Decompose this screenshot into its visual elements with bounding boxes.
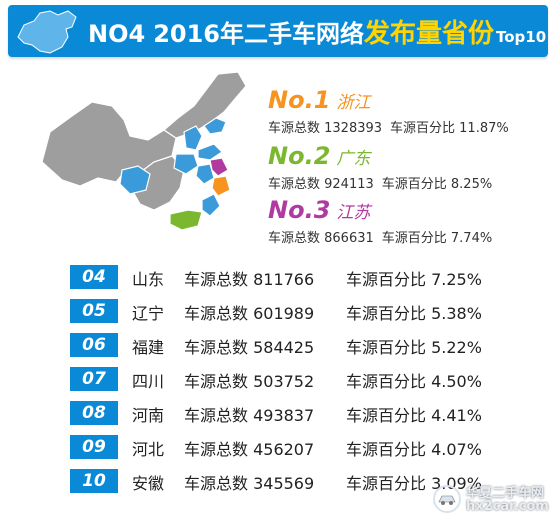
list-item: 10 安徽 车源总数 345569 车源百分比 3.09% [70, 466, 550, 496]
map-region-henan [173, 153, 199, 175]
rank-badge: 09 [70, 435, 118, 459]
province-name: 山东 [132, 270, 165, 289]
title-prefix: 2016年二手车网络 [153, 20, 364, 48]
title-highlight: 发布量省份 [363, 19, 494, 49]
province-name: 广东 [336, 149, 371, 169]
map-region-liaoning [203, 117, 227, 135]
car-logo-icon [433, 485, 461, 513]
title-number: NO4 [88, 20, 146, 48]
list-item: 08 河南 车源总数 493837 车源百分比 4.41% [70, 398, 550, 428]
map-region-zhejiang [211, 175, 231, 197]
list-item: 07 四川 车源总数 503752 车源百分比 4.50% [70, 364, 550, 394]
vehicle-percent: 车源百分比 5.22% [346, 338, 482, 357]
watermark-site-url: hx2car.com [466, 499, 549, 514]
vehicle-count: 车源总数 584425 [184, 338, 315, 357]
list-item: 05 辽宁 车源总数 601989 车源百分比 5.38% [70, 296, 550, 326]
vehicle-percent: 车源百分比 11.87% [390, 121, 509, 136]
rank-number: No.3 [268, 196, 331, 224]
province-name: 浙江 [336, 93, 371, 113]
vehicle-count: 车源总数 456207 [184, 440, 315, 459]
vehicle-count: 车源总数 811766 [184, 270, 315, 289]
vehicle-percent: 车源百分比 4.50% [346, 372, 482, 391]
rank-number: No.1 [268, 86, 331, 114]
province-name: 河南 [132, 406, 165, 425]
province-stats: 车源总数 924113 车源百分比 8.25% [268, 173, 492, 192]
list-item: 09 河北 车源总数 456207 车源百分比 4.07% [70, 432, 550, 462]
map-region-fujian [201, 193, 221, 217]
rank-badge: 08 [70, 401, 118, 425]
vehicle-percent: 车源百分比 4.07% [346, 440, 482, 459]
vehicle-percent: 车源百分比 5.38% [346, 304, 482, 323]
top3-item-2: No.2 广东 车源总数 924113 车源百分比 8.25% [268, 142, 492, 192]
china-map-icon [17, 10, 77, 54]
map-region-sichuan [119, 165, 151, 195]
map-region-hebei [183, 125, 203, 151]
province-stats: 车源总数 866631 车源百分比 7.74% [268, 227, 492, 246]
province-name: 安徽 [132, 474, 165, 493]
list-item: 04 山东 车源总数 811766 车源百分比 7.25% [70, 262, 550, 292]
rank-number: No.2 [268, 142, 331, 170]
vehicle-percent: 车源百分比 7.74% [381, 231, 493, 246]
title-banner: NO4 2016年二手车网络 发布量省份 Top10 [0, 5, 554, 57]
vehicle-count: 车源总数 1328393 [268, 121, 383, 136]
vehicle-percent: 车源百分比 4.41% [346, 406, 482, 425]
province-name: 福建 [132, 338, 165, 357]
china-map [41, 71, 247, 231]
site-watermark: 华夏二手车网 hx2car.com [432, 482, 550, 516]
vehicle-count: 车源总数 345569 [184, 474, 315, 493]
title-banner-background [8, 5, 548, 57]
list-item: 06 福建 车源总数 584425 车源百分比 5.22% [70, 330, 550, 360]
map-region-shandong [197, 143, 223, 161]
watermark-site-name: 华夏二手车网 [466, 486, 545, 501]
province-name: 四川 [132, 372, 165, 391]
rank-badge: 07 [70, 367, 118, 391]
map-region-anhui [195, 163, 215, 185]
rank-badge: 05 [70, 299, 118, 323]
title-suffix: Top10 [496, 28, 547, 46]
rank-badge: 06 [70, 333, 118, 357]
province-name: 江苏 [336, 203, 371, 223]
rank-badge: 10 [70, 469, 118, 493]
vehicle-count: 车源总数 924113 [268, 177, 374, 192]
province-stats: 车源总数 1328393 车源百分比 11.87% [268, 117, 509, 136]
top3-item-3: No.3 江苏 车源总数 866631 车源百分比 7.74% [268, 196, 492, 246]
rank-badge: 04 [70, 265, 118, 289]
vehicle-percent: 车源百分比 3.09% [346, 474, 482, 493]
top3-item-1: No.1 浙江 车源总数 1328393 车源百分比 11.87% [268, 86, 509, 136]
map-region-south-grey [131, 155, 185, 211]
province-name: 辽宁 [132, 304, 165, 323]
province-name: 河北 [132, 440, 165, 459]
vehicle-count: 车源总数 866631 [268, 231, 374, 246]
page-title: NO4 2016年二手车网络 发布量省份 Top10 [88, 13, 546, 53]
vehicle-count: 车源总数 601989 [184, 304, 315, 323]
vehicle-percent: 车源百分比 8.25% [381, 177, 493, 192]
map-region-jiangsu [209, 157, 229, 177]
vehicle-count: 车源总数 493837 [184, 406, 315, 425]
vehicle-percent: 车源百分比 7.25% [346, 270, 482, 289]
map-region-guangdong [169, 209, 203, 231]
vehicle-count: 车源总数 503752 [184, 372, 315, 391]
